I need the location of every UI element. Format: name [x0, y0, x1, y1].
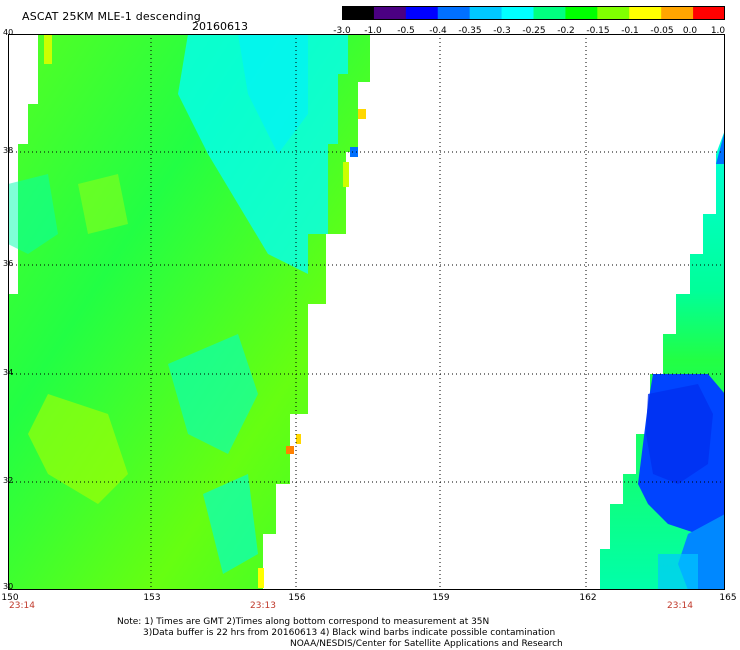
colorbar-label-5: -0.3 [493, 26, 511, 36]
lon-label-159: 159 [432, 593, 450, 603]
lon-label-162: 162 [579, 593, 597, 603]
lat-label-40: 40 [3, 28, 14, 37]
lat-label-32: 32 [3, 476, 14, 485]
colorbar-swatch [597, 6, 630, 20]
colorbar-swatch [469, 6, 503, 20]
lat-label-36: 36 [3, 259, 14, 268]
lon-label-156: 156 [288, 593, 306, 603]
east-swath [600, 130, 725, 590]
colorbar-swatch [533, 6, 566, 20]
colorbar-swatch [437, 6, 471, 20]
map-title: ASCAT 25KM MLE-1 descending [22, 10, 201, 23]
colorbar-label-8: -0.15 [586, 26, 610, 36]
west-swath [8, 34, 370, 590]
lon-grid [150, 34, 587, 590]
time-label-east: 23:14 [667, 601, 693, 611]
lon-label-153: 153 [143, 593, 161, 603]
colorbar-swatch [501, 6, 534, 20]
colorbar-swatch [661, 6, 694, 20]
lat-label-30: 30 [3, 582, 14, 591]
colorbar-swatch [629, 6, 662, 20]
footer-credit: NOAA/NESDIS/Center for Satellite Applica… [290, 639, 563, 649]
colorbar [342, 6, 725, 20]
colorbar-border [342, 6, 725, 20]
colorbar-label-10: -0.05 [650, 26, 674, 36]
lon-label-165: 165 [719, 593, 737, 603]
colorbar-label-3: -0.4 [429, 26, 447, 36]
colorbar-label-6: -0.25 [522, 26, 546, 36]
colorbar-label-4: -0.35 [458, 26, 482, 36]
colorbar-label-11: 0.0 [682, 26, 698, 36]
colorbar-label-9: -0.1 [621, 26, 639, 36]
colorbar-swatch [342, 6, 375, 20]
colorbar-swatch [405, 6, 439, 20]
time-label-middle: 23:13 [250, 601, 276, 611]
map-frame [8, 34, 725, 590]
footer-note-1: Note: 1) Times are GMT 2)Times along bot… [117, 617, 490, 627]
time-label-west: 23:14 [9, 601, 35, 611]
colorbar-swatch [565, 6, 598, 20]
colorbar-swatch [373, 6, 407, 20]
colorbar-swatch [693, 6, 725, 20]
colorbar-label-7: -0.2 [557, 26, 575, 36]
colorbar-label-12: 1.0 [710, 26, 726, 36]
footer-note-2: 3)Data buffer is 22 hrs from 20160613 4)… [143, 628, 556, 638]
wind-map [8, 34, 725, 590]
colorbar-label-1: -1.0 [364, 26, 382, 36]
lat-label-38: 38 [3, 146, 14, 155]
lon-label-150: 150 [1, 593, 19, 603]
map-date: 20160613 [192, 20, 248, 33]
lat-label-34: 34 [3, 368, 14, 377]
colorbar-label-2: -0.5 [397, 26, 415, 36]
colorbar-label-0: -3.0 [333, 26, 351, 36]
